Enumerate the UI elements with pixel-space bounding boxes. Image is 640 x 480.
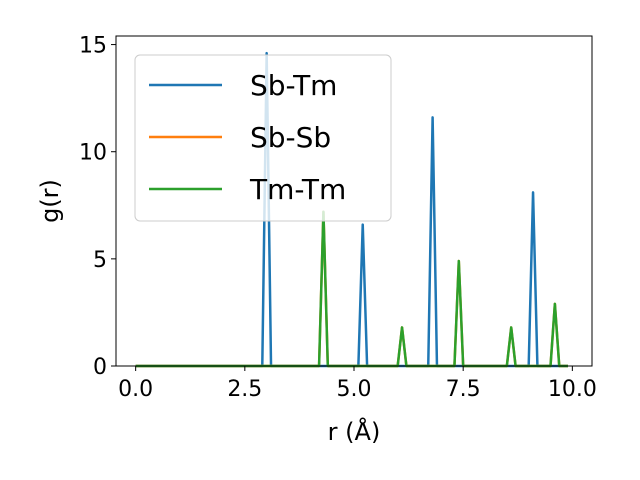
x-tick-label: 2.5 bbox=[227, 377, 262, 402]
y-axis-label: g(r) bbox=[36, 179, 64, 223]
legend-label-1: Sb-Tm bbox=[250, 69, 337, 102]
legend-label-2: Sb-Sb bbox=[250, 121, 331, 154]
legend: Sb-Tm Sb-Sb Tm-Tm bbox=[134, 54, 392, 222]
x-tick-label: 5.0 bbox=[337, 377, 372, 402]
ticks-layer: 0.0 2.5 5.0 7.5 10.0 0 5 10 15 bbox=[79, 34, 597, 402]
y-tick-label: 15 bbox=[79, 34, 107, 59]
legend-frame bbox=[134, 54, 392, 222]
series-line-3 bbox=[135, 210, 568, 368]
x-tick-label: 7.5 bbox=[446, 377, 481, 402]
series-line-2 bbox=[135, 210, 568, 368]
x-axis-label: r (Å) bbox=[328, 417, 381, 446]
x-tick-label: 0.0 bbox=[118, 377, 153, 402]
x-tick-label: 10.0 bbox=[548, 377, 597, 402]
y-tick-label: 0 bbox=[93, 355, 107, 380]
legend-entries: Sb-Tm Sb-Sb Tm-Tm bbox=[149, 69, 346, 206]
legend-label-3: Tm-Tm bbox=[249, 173, 346, 206]
y-tick-label: 5 bbox=[93, 248, 107, 273]
y-tick-label: 10 bbox=[79, 141, 107, 166]
